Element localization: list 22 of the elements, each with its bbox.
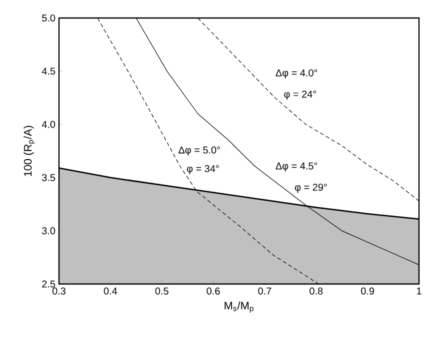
annotation: Δφ = 4.0°	[276, 69, 318, 78]
annotation: Δφ = 4.5°	[276, 162, 318, 172]
x-tick-label: 1	[416, 288, 422, 294]
y-tick-label: 2.5	[42, 280, 56, 288]
x-tick-label: 0.4	[104, 288, 118, 295]
y-tick-label: 3.5	[42, 174, 56, 182]
y-tick-label: 5.0	[42, 14, 56, 22]
y-axis-title: 100 (R$_{p}$/A)	[24, 126, 35, 176]
annotation: φ = 24°	[284, 90, 316, 100]
x-tick-label: 0.5	[155, 288, 168, 295]
x-axis-title: M$_{s}$/M$_{p}$	[224, 301, 254, 313]
x-tick-label: 0.7	[258, 288, 272, 295]
annotation: Δφ = 5.0°	[178, 146, 220, 156]
y-tick-label: 4.0	[42, 120, 56, 128]
x-tick-label: 0.6	[206, 288, 220, 295]
y-tick-label: 3.0	[42, 227, 56, 234]
x-tick-label: 0.3	[52, 288, 66, 295]
annotation: φ = 29°	[294, 184, 327, 193]
annotation: φ = 34°	[186, 165, 219, 174]
x-tick-label: 0.9	[361, 288, 374, 295]
y-tick-label: 4.5	[42, 68, 56, 75]
x-tick-label: 0.8	[310, 288, 323, 295]
